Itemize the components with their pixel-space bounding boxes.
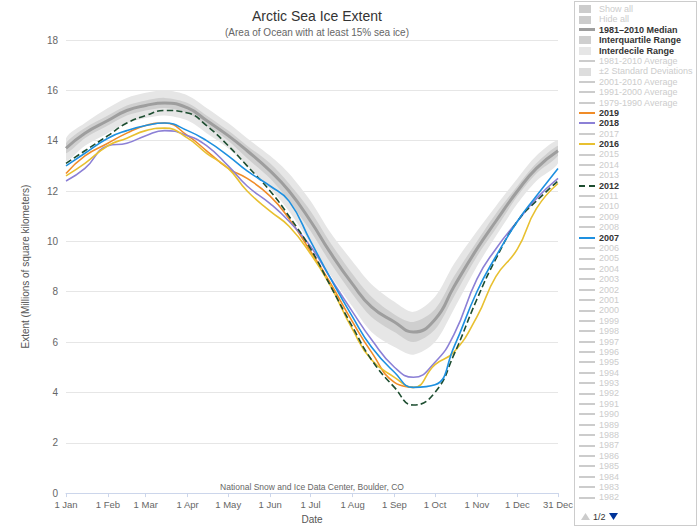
- svg-text:8: 8: [52, 286, 58, 297]
- svg-text:1 Jul: 1 Jul: [301, 499, 321, 510]
- html-text:1985: 1985: [599, 461, 619, 472]
- svg-text:18: 18: [47, 35, 59, 46]
- svg-text:Date: Date: [301, 514, 323, 525]
- svg-text:Arctic Sea Ice Extent: Arctic Sea Ice Extent: [252, 8, 382, 24]
- html-text:1990: 1990: [599, 409, 619, 420]
- html-text:1987: 1987: [599, 440, 619, 451]
- html-text:2011: 2011: [599, 191, 619, 201]
- html-text:1998: 1998: [599, 326, 619, 337]
- html-text:1982: 1982: [599, 492, 619, 503]
- svg-text:(Area of Ocean with at least 1: (Area of Ocean with at least 15% sea ice…: [225, 27, 409, 38]
- html-text:Interdecile Range: Interdecile Range: [599, 45, 674, 56]
- svg-text:1 Jun: 1 Jun: [258, 499, 281, 510]
- html-text:1993: 1993: [599, 378, 619, 389]
- svg-text:0: 0: [52, 488, 58, 499]
- html-text:1979-1990 Average: 1979-1990 Average: [599, 97, 678, 108]
- html-text:1986: 1986: [599, 450, 619, 461]
- html-text:2001-2010 Average: 2001-2010 Average: [599, 76, 678, 87]
- html-text:1992: 1992: [599, 388, 619, 399]
- html-text:Hide all: Hide all: [599, 14, 629, 25]
- html-text:Show all: Show all: [599, 4, 633, 14]
- html-text:1996: 1996: [599, 346, 619, 357]
- html-text:2003: 2003: [599, 274, 619, 285]
- svg-text:2: 2: [52, 437, 58, 448]
- html-text:1989: 1989: [599, 419, 619, 430]
- svg-text:16: 16: [47, 85, 59, 96]
- html-text:1988: 1988: [599, 430, 619, 440]
- svg-text:10: 10: [47, 236, 59, 247]
- html-text:2019: 2019: [599, 107, 619, 118]
- html-text:2007: 2007: [599, 232, 619, 243]
- html-text:2006: 2006: [599, 243, 619, 253]
- svg-text:National Snow and Ice Data Cen: National Snow and Ice Data Center, Bould…: [220, 482, 404, 492]
- html-text:2012: 2012: [599, 180, 619, 191]
- html-text:2005: 2005: [599, 253, 619, 264]
- svg-text:1 Nov: 1 Nov: [464, 499, 489, 510]
- html-text:2018: 2018: [599, 118, 619, 129]
- svg-text:12: 12: [47, 186, 59, 197]
- html-text:2015: 2015: [599, 149, 619, 160]
- html-text:1995: 1995: [599, 357, 619, 368]
- svg-text:1 Feb: 1 Feb: [96, 499, 120, 510]
- svg-text:4: 4: [52, 387, 58, 398]
- html-text:1981–2010 Median: 1981–2010 Median: [599, 24, 678, 35]
- html-text:2008: 2008: [599, 222, 619, 233]
- svg-text:1 Jan: 1 Jan: [54, 499, 77, 510]
- html-text:1984: 1984: [599, 471, 619, 482]
- html-text:2000: 2000: [599, 305, 619, 316]
- html-text:±2 Standard Deviations: ±2 Standard Deviations: [599, 66, 693, 77]
- html-text:2017: 2017: [599, 128, 619, 139]
- svg-text:1 Sep: 1 Sep: [382, 499, 407, 510]
- html-text:1991: 1991: [599, 398, 619, 409]
- svg-text:1 Oct: 1 Oct: [424, 499, 447, 510]
- html-text:1/2: 1/2: [593, 512, 606, 522]
- html-text:2016: 2016: [599, 139, 619, 150]
- html-text:1983: 1983: [599, 482, 619, 492]
- svg-text:6: 6: [52, 337, 58, 348]
- svg-text:31 Dec: 31 Dec: [543, 499, 573, 510]
- svg-text:1 May: 1 May: [215, 499, 241, 510]
- svg-text:1 Dec: 1 Dec: [505, 499, 530, 510]
- svg-text:14: 14: [47, 135, 59, 146]
- html-text:1981-2010 Average: 1981-2010 Average: [599, 56, 678, 66]
- svg-text:1 Apr: 1 Apr: [177, 499, 199, 510]
- svg-text:Extent (Millions of square kil: Extent (Millions of square kilometers): [20, 185, 31, 349]
- svg-text:1 Aug: 1 Aug: [340, 499, 364, 510]
- svg-text:1 Mar: 1 Mar: [134, 499, 158, 510]
- html-text:2010: 2010: [599, 201, 619, 212]
- html-text:2001: 2001: [599, 294, 619, 305]
- html-text:2009: 2009: [599, 211, 619, 222]
- html-text:2004: 2004: [599, 263, 619, 274]
- html-text:1997: 1997: [599, 336, 619, 347]
- html-text:2013: 2013: [599, 170, 619, 181]
- html-text:1999: 1999: [599, 315, 619, 326]
- html-text:2014: 2014: [599, 159, 619, 170]
- html-text:2002: 2002: [599, 284, 619, 295]
- html-text:Interquartile Range: Interquartile Range: [599, 35, 681, 46]
- html-text:1991-2000 Average: 1991-2000 Average: [599, 87, 678, 98]
- html-text:1994: 1994: [599, 367, 619, 378]
